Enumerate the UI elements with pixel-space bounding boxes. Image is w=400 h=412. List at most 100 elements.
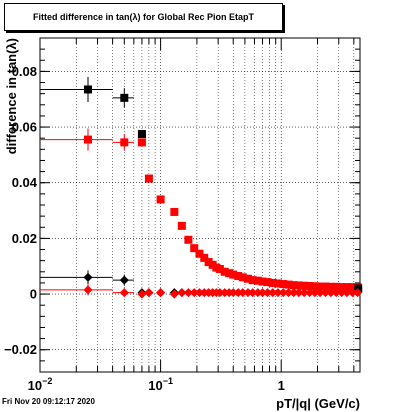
data-point-square (294, 281, 303, 290)
data-point-diamond (248, 288, 258, 298)
data-point-diamond (83, 285, 93, 295)
x-tick-label: 10−1 (148, 376, 173, 393)
data-point-square (342, 283, 351, 292)
data-point-diamond (137, 289, 147, 299)
data-point-square (316, 282, 325, 291)
x-tick-label: 1 (278, 378, 285, 393)
data-point-diamond (119, 275, 129, 285)
data-point-square (332, 282, 341, 291)
data-point-diamond (83, 272, 93, 282)
data-point-diamond (268, 288, 278, 298)
data-point-diamond (233, 288, 243, 298)
x-tick-base: 1 (278, 378, 285, 393)
timestamp: Fri Nov 20 09:12:17 2020 (2, 397, 95, 406)
data-point-square (337, 283, 346, 292)
data-point-square (305, 281, 314, 290)
data-point-diamond (183, 288, 193, 298)
data-point-square (220, 267, 229, 276)
data-point-diamond (243, 288, 253, 298)
data-point-square (83, 85, 92, 94)
data-point-diamond (321, 288, 331, 298)
data-point-diamond (263, 288, 273, 298)
data-point-square (273, 279, 282, 288)
x-axis-label: pT/|q| (GeV/c) (276, 396, 360, 411)
data-point-diamond (169, 289, 179, 299)
data-point-square (326, 282, 335, 291)
data-point-diamond (189, 288, 199, 298)
data-point-square (190, 244, 199, 253)
data-point-square (215, 265, 224, 274)
data-marks (40, 76, 363, 299)
data-point-diamond (348, 288, 358, 298)
data-point-diamond (326, 288, 336, 298)
data-point-square (184, 235, 193, 244)
data-point-square (120, 138, 129, 147)
data-point-square (263, 278, 272, 287)
data-point-diamond (315, 288, 325, 298)
data-point-diamond (228, 288, 238, 298)
data-point-square (229, 270, 238, 279)
data-point-square (225, 269, 234, 278)
data-point-diamond (289, 288, 299, 298)
data-point-square (300, 281, 309, 290)
data-point-square (284, 280, 293, 289)
x-tick-base: 10 (148, 378, 162, 393)
x-tick-label: 10−2 (28, 376, 53, 393)
data-point-square (204, 258, 213, 267)
data-point-square (348, 283, 357, 292)
data-point-diamond (215, 288, 225, 298)
data-point-square (289, 281, 298, 290)
data-point-square (253, 276, 262, 285)
data-point-diamond (156, 288, 166, 298)
data-point-diamond (331, 288, 341, 298)
y-tick-label: 0.02 (12, 231, 37, 246)
data-point-square (268, 278, 277, 287)
data-point-diamond (342, 288, 352, 298)
data-point-square (321, 282, 330, 291)
y-tick-label: 0.04 (12, 175, 38, 190)
data-point-diamond (284, 288, 294, 298)
data-point-square (177, 221, 186, 230)
data-point-diamond (278, 288, 288, 298)
y-tick-label: 0 (30, 287, 37, 302)
data-point-diamond (253, 288, 263, 298)
data-point-diamond (119, 288, 129, 298)
data-point-square (258, 277, 267, 286)
data-point-square (144, 174, 153, 183)
y-axis-label: difference in tan(λ) (4, 38, 19, 154)
y-tick-label: 0.06 (12, 120, 37, 135)
data-point-diamond (299, 288, 309, 298)
data-point-diamond (144, 288, 154, 298)
data-point-diamond (258, 288, 268, 298)
data-point-square (170, 207, 179, 216)
data-point-diamond (294, 288, 304, 298)
data-point-diamond (353, 288, 363, 298)
data-point-square (310, 282, 319, 291)
data-point-square (200, 253, 209, 262)
title-box: Fitted difference in tan(λ) for Global R… (4, 3, 283, 31)
data-point-diamond (194, 288, 204, 298)
data-point-diamond (273, 288, 283, 298)
data-point-square (156, 195, 165, 204)
data-point-square (238, 273, 247, 282)
data-point-diamond (238, 288, 248, 298)
x-tick-base: 10 (28, 378, 42, 393)
x-tick-exponent: −2 (42, 376, 52, 386)
x-tick-exponent: −1 (163, 376, 173, 386)
y-tick-label: −0.02 (4, 342, 37, 357)
data-point-square (354, 284, 363, 293)
data-point-square (243, 274, 252, 283)
data-point-diamond (305, 288, 315, 298)
data-point-diamond (337, 288, 347, 298)
data-point-square (120, 93, 129, 102)
data-point-diamond (177, 288, 187, 298)
chart-title: Fitted difference in tan(λ) for Global R… (32, 12, 255, 22)
data-point-square (279, 280, 288, 289)
data-point-diamond (310, 288, 320, 298)
data-point-square (137, 130, 146, 139)
data-point-square (83, 135, 92, 144)
data-point-square (248, 276, 257, 285)
y-tick-label: 0.08 (12, 64, 37, 79)
